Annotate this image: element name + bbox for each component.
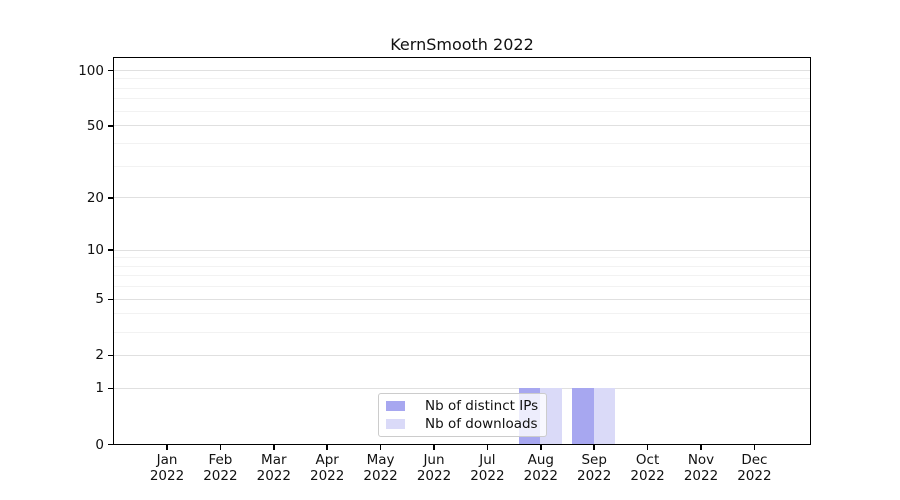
- x-tick-label-jul: Jul 2022: [470, 451, 505, 484]
- x-tick-mark: [326, 444, 328, 450]
- minor-gridline: [114, 165, 810, 167]
- y-tick-mark: [108, 354, 113, 357]
- x-tick-label-aug: Aug 2022: [523, 451, 558, 484]
- y-tick-label: 1: [95, 380, 104, 397]
- y-tick-label: 5: [95, 291, 104, 308]
- x-tick-label-apr: Apr 2022: [310, 451, 345, 484]
- legend-swatch-distinct-ips: [386, 401, 405, 411]
- x-tick-mark: [273, 444, 275, 450]
- minor-gridline: [114, 110, 810, 112]
- x-tick-label-oct: Oct 2022: [630, 451, 665, 484]
- x-tick-label-mar: Mar 2022: [256, 451, 291, 484]
- legend-entry-distinct-ips: Nb of distinct IPs: [386, 397, 539, 415]
- x-tick-mark: [646, 444, 649, 450]
- y-tick-mark: [108, 249, 113, 251]
- legend-swatch-downloads: [386, 419, 405, 429]
- x-tick-mark: [433, 444, 435, 450]
- y-tick-label: 50: [86, 117, 104, 134]
- bar-downloads-sep: [593, 387, 615, 444]
- x-tick-mark: [593, 444, 595, 450]
- major-gridline: [114, 387, 810, 389]
- bar-distinct-ips-sep: [572, 387, 594, 444]
- y-tick-mark: [108, 69, 113, 72]
- minor-gridline: [114, 275, 810, 277]
- major-gridline: [114, 69, 810, 71]
- x-tick-label-may: May 2022: [363, 451, 398, 484]
- major-gridline: [114, 298, 810, 300]
- x-tick-mark: [540, 444, 542, 450]
- legend: Nb of distinct IPs Nb of downloads: [378, 393, 547, 437]
- x-tick-mark: [166, 444, 168, 450]
- minor-gridline: [114, 142, 810, 144]
- minor-gridline: [114, 78, 810, 80]
- y-tick-mark: [108, 443, 113, 446]
- x-tick-mark: [219, 444, 222, 450]
- x-tick-mark: [700, 444, 702, 450]
- minor-gridline: [114, 331, 810, 333]
- y-tick-mark: [108, 387, 113, 390]
- minor-gridline: [114, 98, 810, 100]
- y-tick-mark: [108, 197, 113, 199]
- x-tick-mark: [379, 444, 382, 450]
- y-tick-label: 20: [86, 189, 104, 206]
- major-gridline: [114, 125, 810, 127]
- y-tick-label: 10: [86, 242, 104, 259]
- x-tick-label-jun: Jun 2022: [416, 451, 452, 484]
- y-tick-label: 100: [78, 62, 104, 79]
- minor-gridline: [114, 87, 810, 89]
- y-tick-mark: [108, 298, 113, 301]
- x-tick-label-feb: Feb 2022: [203, 451, 238, 484]
- legend-label-downloads: Nb of downloads: [425, 415, 538, 432]
- legend-entry-downloads: Nb of downloads: [386, 415, 539, 433]
- x-tick-label-dec: Dec 2022: [737, 451, 772, 484]
- x-tick-label-sep: Sep 2022: [577, 451, 612, 484]
- y-tick-label: 0: [95, 436, 104, 453]
- x-tick-mark: [486, 444, 489, 450]
- x-tick-mark: [753, 444, 756, 450]
- y-tick-label: 2: [95, 347, 104, 364]
- minor-gridline: [114, 286, 810, 288]
- major-gridline: [114, 354, 810, 356]
- legend-label-distinct-ips: Nb of distinct IPs: [425, 397, 539, 414]
- x-tick-label-jan: Jan 2022: [149, 451, 185, 484]
- major-gridline: [114, 249, 810, 251]
- major-gridline: [114, 197, 810, 199]
- minor-gridline: [114, 265, 810, 267]
- chart-title: KernSmooth 2022: [390, 35, 534, 54]
- minor-gridline: [114, 257, 810, 259]
- x-tick-label-nov: Nov 2022: [683, 451, 719, 484]
- minor-gridline: [114, 313, 810, 315]
- plot-area: [113, 57, 811, 445]
- y-tick-mark: [108, 125, 113, 127]
